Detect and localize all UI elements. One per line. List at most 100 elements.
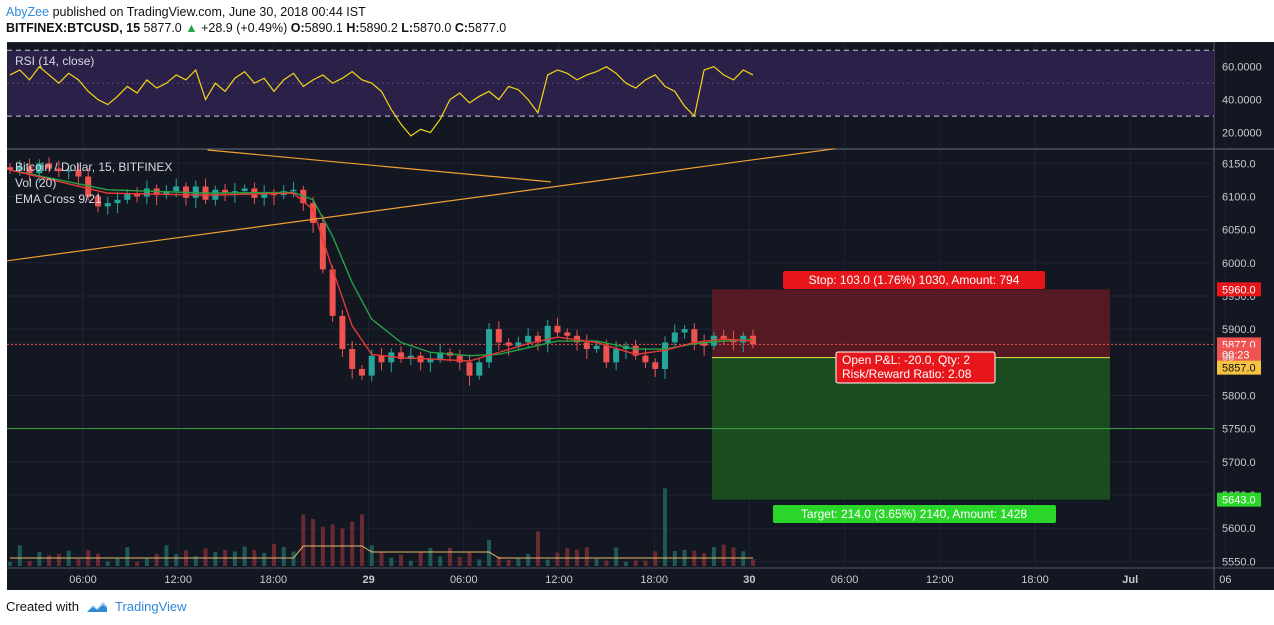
candle[interactable] (398, 352, 405, 359)
candle[interactable] (388, 352, 395, 363)
volume-bar (389, 557, 394, 566)
candle[interactable] (104, 203, 111, 207)
candle[interactable] (358, 368, 365, 376)
volume-bar (467, 552, 472, 566)
candle[interactable] (740, 335, 747, 343)
stop-zone[interactable] (712, 289, 1110, 358)
candle[interactable] (476, 362, 483, 376)
candle[interactable] (26, 166, 33, 174)
candle[interactable] (466, 362, 473, 376)
candle[interactable] (486, 329, 493, 363)
time-tick-label: 18:00 (1021, 574, 1049, 586)
candle[interactable] (701, 342, 708, 346)
candle[interactable] (720, 335, 727, 340)
price-axis[interactable]: 6150.06100.06050.06000.05950.05900.05800… (1222, 158, 1256, 568)
volume-bar (281, 546, 286, 566)
target-label[interactable]: Target: 214.0 (3.65%) 2140, Amount: 1428 (773, 505, 1056, 523)
candle[interactable] (662, 342, 669, 369)
time-tick-label: 12:00 (164, 574, 192, 586)
candle[interactable] (349, 349, 356, 369)
stop-price-tag-text: 5960.0 (1222, 284, 1256, 296)
candle[interactable] (114, 199, 121, 204)
volume-bar (731, 547, 736, 566)
candle[interactable] (544, 325, 551, 343)
candle[interactable] (427, 359, 434, 363)
chart-svg[interactable]: 06:00 12:00 18:00 29 06:00 12:00 18:00 30 06:00 1… (0, 41, 1274, 590)
rsi-line[interactable] (9, 65, 754, 137)
ema-fast-line[interactable] (9, 169, 754, 362)
candle[interactable] (495, 329, 502, 343)
candle[interactable] (319, 222, 326, 270)
candle[interactable] (691, 329, 698, 343)
candle[interactable] (231, 191, 238, 194)
entry-price-tag-text: 5857.0 (1222, 363, 1256, 375)
volume-bar (271, 544, 276, 566)
candle[interactable] (339, 315, 346, 350)
candle[interactable] (222, 189, 229, 194)
volume-bar (27, 560, 32, 566)
volume-bar (526, 553, 531, 566)
candle[interactable] (632, 345, 639, 356)
author-link[interactable]: AbyZee (6, 5, 50, 19)
candle[interactable] (329, 269, 336, 316)
candle[interactable] (642, 355, 649, 363)
pnl-label[interactable]: Open P&L: -20.0, Qty: 2 Risk/Reward Rati… (835, 351, 996, 384)
candle[interactable] (143, 188, 150, 197)
candle[interactable] (65, 169, 72, 172)
candle[interactable] (55, 168, 62, 172)
chart-area[interactable]: 06:00 12:00 18:00 29 06:00 12:00 18:00 30 06:00 1… (0, 41, 1274, 590)
candle[interactable] (671, 332, 678, 343)
candle[interactable] (456, 355, 463, 363)
volume-bar (751, 559, 755, 566)
candle[interactable] (368, 355, 375, 376)
candle[interactable] (7, 167, 13, 170)
candle[interactable] (36, 163, 43, 174)
candle[interactable] (134, 193, 141, 197)
candle[interactable] (124, 193, 131, 200)
time-tick-label: 06:00 (450, 574, 478, 586)
candle[interactable] (534, 335, 541, 343)
target-price-tag-text: 5643.0 (1222, 495, 1256, 507)
rsi-levels (7, 49, 1214, 117)
ema-slow-line[interactable] (9, 169, 754, 357)
candle[interactable] (505, 342, 512, 346)
volume-bar (95, 553, 100, 566)
rsi-axis[interactable]: 60.0000 40.0000 20.0000 (1222, 62, 1262, 140)
candle[interactable] (583, 342, 590, 350)
candle[interactable] (525, 335, 532, 343)
candle[interactable] (46, 163, 53, 169)
time-axis[interactable]: 06:00 12:00 18:00 29 06:00 12:00 18:00 30 06:00 1… (69, 574, 1231, 586)
candle[interactable] (554, 325, 561, 333)
symbol-name[interactable]: BITFINEX:BTCUSD, 15 (6, 21, 141, 35)
trendline-resistance[interactable] (207, 149, 551, 183)
time-tick-label: 18:00 (640, 574, 668, 586)
entry-price-tag-bg (1217, 360, 1261, 375)
candle[interactable] (241, 188, 248, 192)
candle[interactable] (310, 203, 317, 223)
candle[interactable] (16, 166, 23, 170)
candle[interactable] (564, 332, 571, 336)
candle[interactable] (163, 191, 170, 196)
candle[interactable] (378, 355, 385, 363)
target-label-text: Target: 214.0 (3.65%) 2140, Amount: 1428 (801, 507, 1027, 521)
candle[interactable] (173, 186, 180, 192)
candle[interactable] (613, 349, 620, 363)
candle[interactable] (407, 355, 414, 359)
candle[interactable] (593, 345, 600, 350)
trendline-support[interactable] (6, 148, 836, 262)
candle[interactable] (603, 345, 610, 363)
open-value: 5890.1 (304, 21, 343, 35)
candle[interactable] (652, 362, 659, 369)
tradingview-link[interactable]: TradingView (114, 599, 187, 614)
candle[interactable] (515, 342, 522, 346)
candle[interactable] (94, 196, 101, 207)
price-tick-label: 5800.0 (1222, 390, 1256, 402)
candle[interactable] (437, 352, 444, 359)
stop-label[interactable]: Stop: 103.0 (1.76%) 1030, Amount: 794 (783, 271, 1045, 289)
price-tick-label: 5900.0 (1222, 324, 1256, 336)
candle[interactable] (261, 193, 268, 198)
candle[interactable] (681, 329, 688, 333)
candle[interactable] (290, 189, 297, 192)
candle[interactable] (75, 169, 82, 177)
volume-bar (457, 556, 462, 566)
